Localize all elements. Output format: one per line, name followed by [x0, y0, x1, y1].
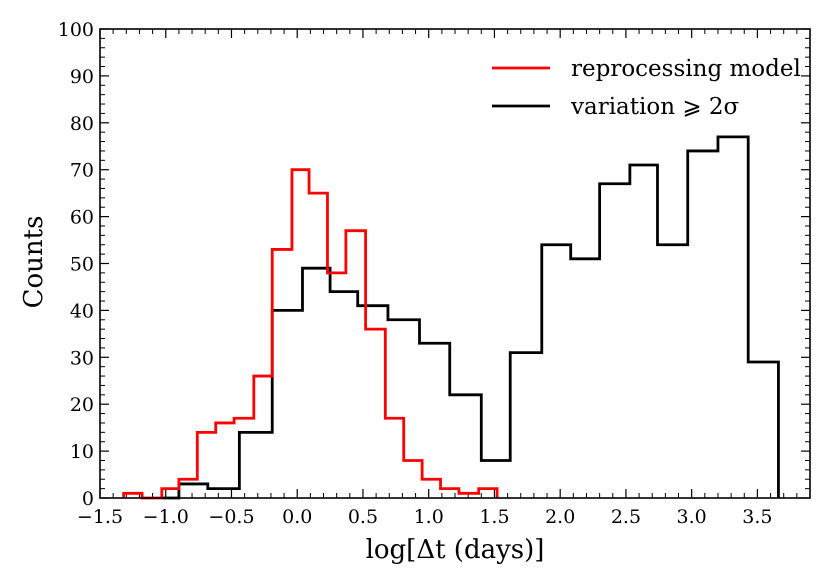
x-tick-label: −1.0: [143, 506, 189, 528]
y-tick-label: 100: [58, 19, 94, 41]
histogram-bin: [657, 245, 687, 498]
y-tick-label: 80: [70, 113, 94, 135]
histogram-bin: [748, 362, 778, 498]
histogram-bin: [366, 329, 386, 498]
y-tick-label: 20: [70, 394, 94, 416]
histogram-bin: [292, 170, 309, 498]
histogram-step-line: [163, 135, 780, 500]
x-tick-label: 3.0: [677, 506, 707, 528]
x-tick-label: 2.5: [611, 506, 641, 528]
histogram-bin: [197, 432, 215, 498]
histogram-bin: [385, 418, 403, 498]
legend-label-reprocessing-model: reprocessing model: [571, 56, 801, 82]
y-tick-label: 70: [70, 160, 94, 182]
y-axis-ticks: 0 10 20 30 40 50 60 70 80 90 100: [58, 19, 810, 510]
histogram-bin: [688, 151, 718, 498]
y-tick-label: 60: [70, 207, 94, 229]
histogram-bin: [718, 137, 748, 498]
y-tick-label: 0: [82, 488, 94, 510]
series-variation: [163, 135, 780, 500]
histogram-bin: [542, 245, 571, 498]
x-tick-label: 0.5: [348, 506, 378, 528]
x-axis-ticks: −1.5 −1.0 −0.5 0.0 0.5 1.0 1.5 2.0 2.5 3.0 3.5: [77, 29, 811, 528]
histogram-bin: [216, 423, 234, 498]
y-tick-label: 40: [70, 300, 94, 322]
x-tick-label: −1.5: [77, 506, 123, 528]
legend-label-variation: variation ⩾ 2σ: [570, 94, 740, 120]
y-tick-label: 50: [70, 254, 94, 276]
x-tick-label: 1.0: [414, 506, 444, 528]
histogram-bin: [404, 460, 422, 498]
histogram-bin: [162, 489, 179, 498]
histogram-bin: [422, 479, 440, 498]
x-tick-label: −0.5: [208, 506, 254, 528]
histogram-bin: [630, 165, 658, 498]
x-tick-label: 2.0: [545, 506, 575, 528]
histogram-bin: [272, 249, 292, 498]
histogram-bin: [234, 418, 254, 498]
histogram-bin: [479, 489, 497, 498]
histogram-bin: [179, 479, 197, 498]
histogram-bin: [510, 353, 542, 498]
histogram-bin: [450, 395, 482, 498]
y-tick-label: 10: [70, 441, 94, 463]
histogram-bin: [327, 273, 345, 498]
histogram-bin: [571, 259, 600, 498]
x-tick-label: 0.0: [282, 506, 312, 528]
legend: reprocessing model variation ⩾ 2σ: [492, 56, 801, 120]
histogram-bin: [346, 231, 366, 498]
y-tick-label: 90: [70, 66, 94, 88]
x-tick-label: 1.5: [479, 506, 509, 528]
histogram-step-line: [122, 168, 499, 500]
histogram-bin: [600, 184, 630, 498]
plot-frame: [99, 28, 811, 499]
series-layer: [122, 135, 780, 500]
y-tick-label: 30: [70, 347, 94, 369]
x-tick-label: 3.5: [742, 506, 772, 528]
histogram-bin: [420, 343, 450, 498]
histogram-bin: [309, 193, 327, 498]
y-axis-label: Counts: [19, 216, 49, 309]
x-axis-label: log[Δt (days)]: [366, 535, 545, 565]
histogram-bin: [254, 376, 272, 498]
series-reprocessing-model: [122, 168, 499, 500]
histogram-bin: [441, 489, 459, 498]
